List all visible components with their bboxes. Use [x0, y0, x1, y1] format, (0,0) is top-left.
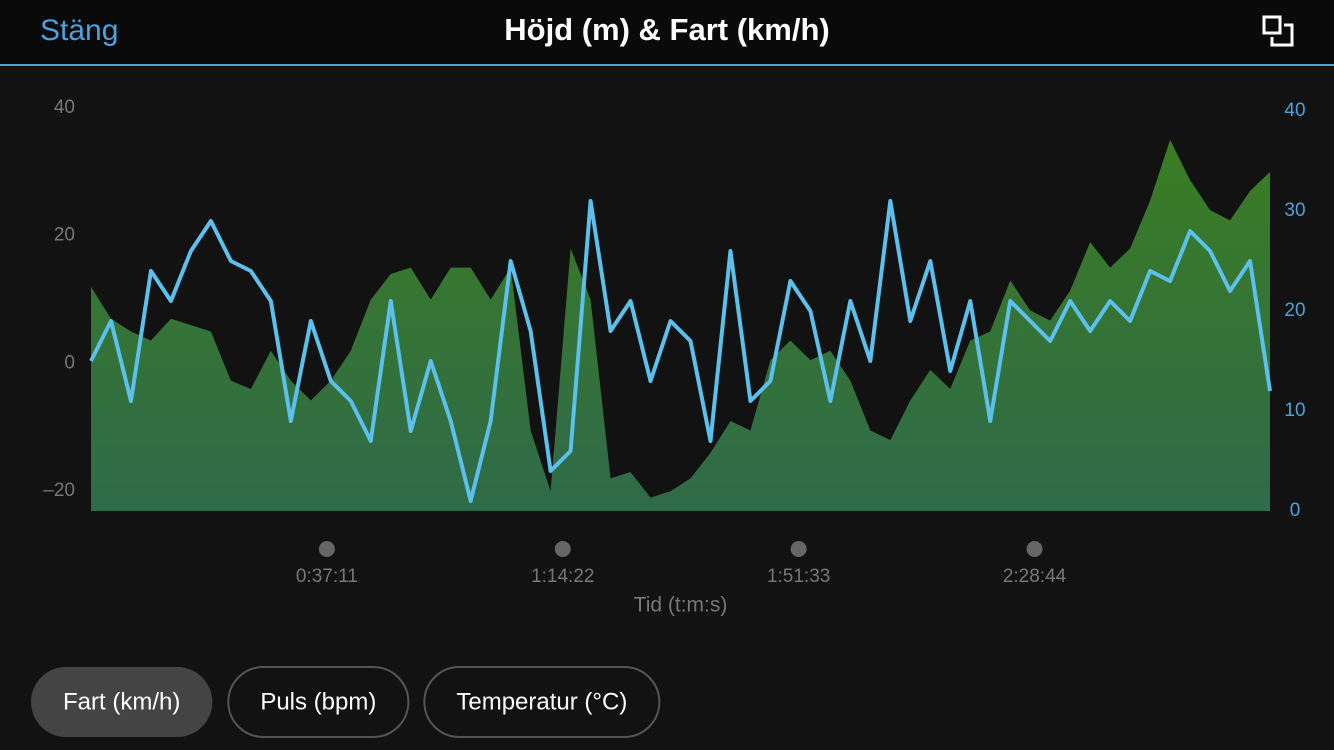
y-tick-label: 40 — [54, 97, 75, 118]
tab-button[interactable] — [423, 666, 661, 738]
header — [0, 0, 1334, 64]
x-tick-label: 0:37:11 — [296, 566, 358, 587]
x-axis-label: Tid (t:m:s) — [634, 594, 728, 617]
tab-label[interactable]: Puls (bpm) — [260, 688, 376, 715]
y2-tick-label: 30 — [1284, 200, 1305, 221]
x-tick-dot — [554, 541, 571, 557]
x-tick-dot — [790, 541, 807, 557]
y2-tick-label: 20 — [1284, 300, 1305, 321]
expand-icon[interactable] — [1262, 15, 1294, 47]
close-button[interactable]: Stäng — [40, 14, 118, 47]
tab-label[interactable]: Fart (km/h) — [63, 688, 180, 715]
y-tick-label: –20 — [43, 480, 75, 501]
x-tick-dot — [318, 541, 335, 557]
y-tick-label: 20 — [54, 225, 75, 246]
y2-tick-label: 40 — [1284, 100, 1305, 121]
x-tick-label: 1:14:22 — [531, 566, 594, 587]
area — [91, 139, 1270, 511]
tab-button[interactable] — [227, 666, 410, 738]
y2-tick-label: 0 — [1290, 500, 1301, 521]
tab-label[interactable]: Temperatur (°C) — [456, 688, 627, 715]
y-tick-label: 0 — [64, 352, 75, 373]
x-tick-label: 2:28:44 — [1003, 566, 1067, 587]
line — [89, 199, 1272, 503]
x-tick-dot — [1026, 541, 1043, 557]
tab-button[interactable] — [31, 667, 213, 737]
y2-tick-label: 10 — [1284, 400, 1305, 421]
title: Höjd (m) & Fart (km/h) — [504, 12, 830, 47]
x-tick-label: 1:51:33 — [767, 566, 830, 587]
